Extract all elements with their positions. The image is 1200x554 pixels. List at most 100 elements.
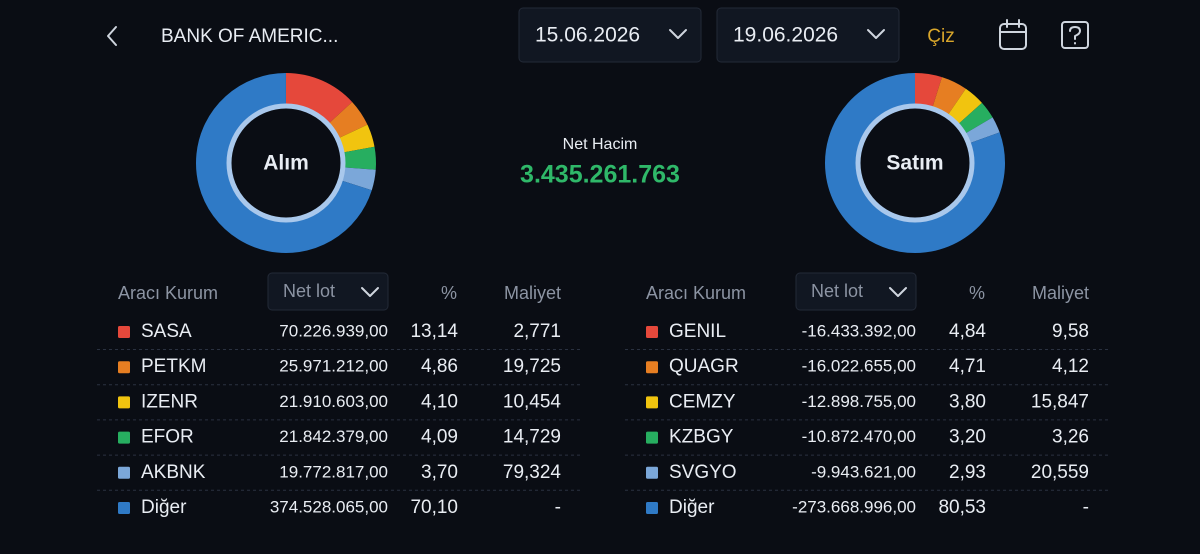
donut-segment: [285, 73, 353, 125]
cost: -: [555, 497, 561, 518]
dropdown-chevron: [361, 287, 379, 297]
help-icon: [1069, 26, 1081, 45]
cost: 20,559: [1031, 462, 1089, 483]
sort-dropdown[interactable]: [795, 272, 917, 311]
donut-inner-ring: [226, 103, 346, 223]
column-header: Aracı Kurum: [646, 283, 746, 303]
legend-swatch: [646, 466, 658, 479]
donut-segment: [931, 77, 966, 116]
column-header: Aracı Kurum: [118, 283, 218, 303]
cost: 19,725: [503, 356, 561, 377]
percent: 13,14: [410, 321, 458, 342]
donut-segment: [914, 73, 942, 108]
broker-name: Diğer: [669, 497, 715, 518]
net-lot: 374.528.065,00: [270, 497, 388, 516]
help-button[interactable]: [1061, 21, 1089, 49]
column-header: Net lot: [811, 281, 863, 301]
net-lot: 70.226.939,00: [279, 321, 388, 340]
legend-swatch: [646, 326, 658, 338]
percent: 4,71: [949, 356, 986, 377]
donut-segment: [342, 146, 376, 170]
net-lot: 21.842.379,00: [279, 427, 388, 446]
donut-segment: [338, 124, 375, 153]
dropdown-chevron: [669, 29, 687, 39]
broker-name: CEMZY: [669, 391, 736, 412]
percent: 4,09: [421, 427, 458, 448]
column-header: %: [969, 283, 985, 303]
legend-swatch: [118, 431, 130, 444]
net-lot: -12.898.755,00: [802, 392, 916, 411]
cost: 15,847: [1031, 391, 1089, 412]
percent: 80,53: [938, 497, 986, 518]
percent: 4,86: [421, 356, 458, 377]
donut-segment: [947, 88, 982, 125]
legend-swatch: [118, 466, 130, 479]
net-lot: 21.910.603,00: [279, 392, 388, 411]
donut-segment: [328, 101, 368, 139]
legend-swatch: [118, 326, 130, 338]
broker-name: Diğer: [141, 497, 187, 518]
broker-name: SVGYO: [669, 462, 737, 483]
back-button[interactable]: [107, 26, 117, 46]
donut-segment: [964, 117, 1000, 144]
column-header: Maliyet: [1032, 283, 1089, 303]
percent: 70,10: [410, 497, 458, 518]
net-lot: -273.668.996,00: [792, 497, 916, 516]
donut-segment: [957, 102, 993, 134]
percent: 3,80: [949, 391, 986, 412]
cost: 79,324: [503, 462, 562, 483]
dropdown-chevron: [867, 29, 885, 39]
broker-name: KZBGY: [669, 427, 734, 448]
legend-swatch: [118, 396, 130, 409]
legend-swatch: [646, 396, 658, 409]
cost: 2,771: [513, 321, 561, 342]
net-lot: -10.872.470,00: [802, 427, 916, 446]
column-header: Net lot: [283, 281, 335, 301]
cost: -: [1083, 497, 1089, 518]
broker-name: AKBNK: [141, 462, 206, 483]
legend-swatch: [118, 502, 130, 514]
column-header: %: [441, 283, 457, 303]
net-lot: 25.971.212,00: [279, 357, 388, 376]
legend-swatch: [646, 361, 658, 374]
donut-segment: [341, 166, 376, 191]
net-lot: 19.772.817,00: [279, 462, 388, 481]
donut-label: Satım: [886, 152, 943, 175]
dropdown-chevron: [889, 287, 907, 297]
legend-swatch: [646, 502, 658, 514]
date-picker[interactable]: [716, 7, 900, 63]
net-lot: -16.433.392,00: [802, 321, 916, 340]
column-header: Maliyet: [504, 283, 561, 303]
net-lot: -16.022.655,00: [802, 357, 916, 376]
cost: 9,58: [1052, 321, 1089, 342]
donut-inner-ring: [855, 103, 975, 223]
broker-name: PETKM: [141, 356, 206, 377]
calendar-button[interactable]: [999, 23, 1027, 50]
net-volume-value: 3.435.261.763: [520, 161, 680, 189]
broker-name: IZENR: [141, 391, 198, 412]
date-picker[interactable]: [518, 7, 702, 63]
cost: 3,26: [1052, 427, 1089, 448]
date-value: 15.06.2026: [535, 24, 640, 47]
legend-swatch: [118, 361, 130, 374]
percent: 3,70: [421, 462, 458, 483]
date-value: 19.06.2026: [733, 24, 838, 47]
broker-name: QUAGR: [669, 356, 739, 377]
cost: 4,12: [1052, 356, 1089, 377]
draw-button[interactable]: Çiz: [927, 26, 954, 47]
calendar-icon: [999, 19, 1027, 33]
sort-dropdown[interactable]: [267, 272, 389, 311]
broker-name: SASA: [141, 321, 192, 342]
cost: 10,454: [503, 391, 562, 412]
broker-name: GENIL: [669, 321, 726, 342]
donut-segment: [196, 73, 372, 253]
percent: 4,10: [421, 391, 458, 412]
donut-segment: [825, 73, 1005, 253]
percent: 2,93: [949, 462, 986, 483]
legend-swatch: [646, 431, 658, 444]
net-lot: -9.943.621,00: [811, 462, 916, 481]
percent: 4,84: [949, 321, 986, 342]
donut-label: Alım: [263, 152, 309, 175]
